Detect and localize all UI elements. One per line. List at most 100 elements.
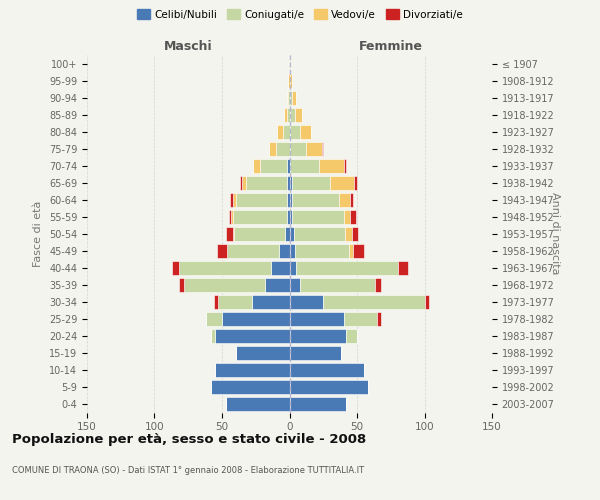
Bar — [398, 261, 409, 275]
Bar — [214, 295, 218, 309]
Bar — [271, 261, 290, 275]
Bar — [279, 244, 290, 258]
Bar — [290, 278, 301, 292]
Bar — [269, 142, 276, 156]
Bar — [355, 176, 357, 190]
Bar — [290, 192, 292, 206]
Bar — [290, 158, 319, 172]
Bar — [290, 210, 292, 224]
Bar — [350, 210, 356, 224]
Bar — [252, 295, 290, 309]
Bar — [346, 329, 357, 343]
Bar — [236, 192, 287, 206]
Bar — [292, 192, 340, 206]
Bar — [287, 210, 290, 224]
Bar — [253, 158, 260, 172]
Bar — [344, 312, 377, 326]
Bar — [217, 244, 227, 258]
Bar — [287, 176, 290, 190]
Bar — [287, 192, 290, 206]
Bar — [323, 295, 425, 309]
Bar — [290, 397, 346, 411]
Bar — [233, 227, 234, 240]
Bar — [290, 261, 296, 275]
Bar — [344, 210, 350, 224]
Bar — [226, 397, 290, 411]
Bar — [352, 227, 358, 240]
Bar — [211, 329, 215, 343]
Bar — [374, 278, 382, 292]
Bar — [290, 56, 291, 70]
Bar — [290, 380, 368, 394]
Bar — [349, 244, 353, 258]
Bar — [290, 227, 293, 240]
Bar — [292, 210, 344, 224]
Bar — [215, 329, 290, 343]
Bar — [287, 90, 288, 104]
Bar — [322, 142, 323, 156]
Bar — [290, 329, 346, 343]
Bar — [179, 261, 271, 275]
Bar — [295, 108, 302, 122]
Bar — [377, 312, 382, 326]
Bar — [227, 244, 279, 258]
Bar — [265, 278, 290, 292]
Bar — [290, 312, 344, 326]
Bar — [184, 278, 265, 292]
Bar — [287, 158, 290, 172]
Bar — [288, 74, 290, 88]
Text: Femmine: Femmine — [359, 40, 423, 54]
Bar — [290, 124, 301, 138]
Bar — [233, 210, 287, 224]
Bar — [344, 158, 346, 172]
Bar — [232, 210, 233, 224]
Bar — [353, 244, 364, 258]
Bar — [211, 380, 290, 394]
Bar — [247, 176, 287, 190]
Bar — [350, 192, 353, 206]
Bar — [290, 90, 292, 104]
Text: Maschi: Maschi — [164, 40, 212, 54]
Bar — [215, 363, 290, 377]
Y-axis label: Fasce di età: Fasce di età — [34, 200, 43, 267]
Bar — [218, 295, 252, 309]
Bar — [287, 108, 290, 122]
Y-axis label: Anni di nascita: Anni di nascita — [550, 192, 560, 275]
Bar — [301, 278, 374, 292]
Bar — [425, 295, 428, 309]
Bar — [292, 176, 330, 190]
Legend: Celibi/Nubili, Coniugati/e, Vedovi/e, Divorziati/e: Celibi/Nubili, Coniugati/e, Vedovi/e, Di… — [133, 5, 467, 24]
Bar — [242, 176, 247, 190]
Bar — [340, 192, 350, 206]
Bar — [290, 176, 292, 190]
Bar — [172, 261, 179, 275]
Bar — [234, 227, 286, 240]
Bar — [260, 158, 287, 172]
Bar — [277, 124, 283, 138]
Bar — [288, 90, 290, 104]
Bar — [290, 346, 341, 360]
Bar — [286, 227, 290, 240]
Bar — [179, 278, 184, 292]
Bar — [292, 90, 296, 104]
Text: Popolazione per età, sesso e stato civile - 2008: Popolazione per età, sesso e stato civil… — [12, 432, 366, 446]
Bar — [284, 108, 287, 122]
Bar — [293, 227, 345, 240]
Text: COMUNE DI TRAONA (SO) - Dati ISTAT 1° gennaio 2008 - Elaborazione TUTTITALIA.IT: COMUNE DI TRAONA (SO) - Dati ISTAT 1° ge… — [12, 466, 364, 475]
Bar — [296, 261, 398, 275]
Bar — [233, 192, 236, 206]
Bar — [345, 227, 352, 240]
Bar — [290, 363, 364, 377]
Bar — [290, 244, 295, 258]
Bar — [226, 227, 233, 240]
Bar — [295, 244, 349, 258]
Bar — [330, 176, 355, 190]
Bar — [290, 108, 295, 122]
Bar — [319, 158, 344, 172]
Bar — [236, 346, 290, 360]
Bar — [239, 176, 242, 190]
Bar — [290, 142, 306, 156]
Bar — [290, 295, 323, 309]
Bar — [283, 124, 290, 138]
Bar — [301, 124, 311, 138]
